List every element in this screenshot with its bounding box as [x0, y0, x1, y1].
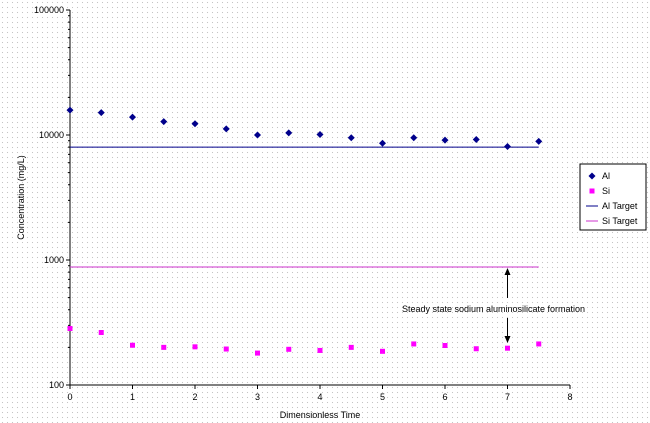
legend-label-al-target: Al Target — [602, 201, 638, 211]
al-point — [191, 120, 199, 128]
al-point — [66, 106, 74, 114]
y-tick-label: 100000 — [34, 5, 64, 15]
x-tick-label: 4 — [317, 392, 322, 402]
si-point — [67, 326, 73, 332]
legend-items: Al Si Al Target Si Target — [586, 171, 638, 226]
si-point — [380, 348, 385, 354]
al-point — [472, 136, 480, 144]
legend: Al Si Al Target Si Target — [579, 163, 647, 231]
annotation-arrowhead-down — [504, 336, 511, 344]
si-point — [255, 350, 260, 356]
legend-label-si-target: Si Target — [602, 216, 638, 226]
si-point — [98, 330, 104, 336]
si-point — [411, 341, 417, 347]
y-tick-label: 1000 — [44, 255, 64, 265]
x-tick-label: 5 — [380, 392, 385, 402]
data-markers — [66, 106, 543, 356]
si-point — [161, 344, 167, 350]
al-point — [97, 109, 105, 117]
al-point — [160, 118, 168, 126]
x-tick-label: 1 — [130, 392, 135, 402]
x-tick-label: 0 — [67, 392, 72, 402]
al-point — [254, 131, 261, 139]
si-point — [223, 346, 229, 352]
x-tick-label: 7 — [505, 392, 510, 402]
si-point — [505, 345, 510, 351]
annotation: Steady state sodium aluminosilicate form… — [402, 267, 585, 344]
al-point — [285, 129, 293, 137]
al-point — [441, 136, 449, 144]
al-point — [504, 142, 511, 150]
legend-label-si: Si — [602, 186, 610, 196]
y-tick-label: 100 — [49, 380, 64, 390]
y-tick-label: 10000 — [39, 130, 64, 140]
si-point — [317, 347, 323, 353]
legend-label-al: Al — [602, 171, 610, 181]
x-tick-label: 6 — [442, 392, 447, 402]
target-lines — [70, 146, 539, 268]
legend-swatch-si — [589, 188, 595, 194]
legend-swatch-al — [588, 172, 596, 180]
al-point — [379, 139, 386, 147]
al-point — [316, 130, 324, 138]
si-point — [442, 343, 448, 349]
al-point — [129, 113, 136, 121]
y-axis-title: Concentration (mg/L) — [16, 155, 26, 240]
si-point — [130, 342, 135, 348]
x-axis-title: Dimensionless Time — [280, 410, 361, 420]
annotation-arrowhead-up — [504, 267, 511, 275]
annotation-text: Steady state sodium aluminosilicate form… — [402, 304, 585, 314]
x-tick-label: 2 — [192, 392, 197, 402]
x-tick-label: 3 — [255, 392, 260, 402]
al-point — [347, 134, 355, 142]
si-point — [536, 341, 542, 347]
si-point — [192, 344, 198, 350]
y-ticks: 100 1000 10000 100000 — [34, 5, 70, 390]
al-point — [410, 134, 418, 142]
al-point — [222, 125, 230, 133]
si-point — [348, 344, 354, 350]
al-point — [535, 137, 543, 145]
si-point — [473, 346, 479, 352]
x-tick-label: 8 — [567, 392, 572, 402]
x-ticks: 0 1 2 3 4 5 6 7 8 — [67, 385, 573, 402]
si-point — [286, 346, 292, 352]
